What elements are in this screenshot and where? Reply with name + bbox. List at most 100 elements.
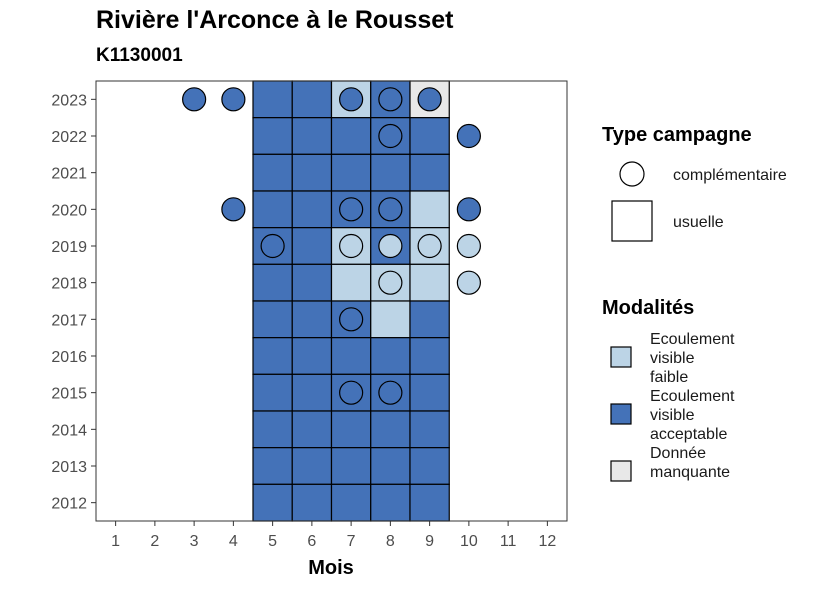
y-tick-label: 2019 <box>51 239 87 256</box>
x-tick-label: 8 <box>386 533 395 550</box>
heatmap-cell <box>409 153 450 192</box>
heatmap-cell <box>291 263 333 302</box>
data-point <box>417 87 442 112</box>
y-tick-label: 2020 <box>51 202 87 219</box>
heatmap-cell <box>370 300 411 339</box>
y-tick-label: 2013 <box>51 459 87 476</box>
data-point <box>182 87 207 112</box>
y-tick-label: 2014 <box>51 422 87 439</box>
data-point <box>378 123 403 149</box>
x-tick-label: 3 <box>190 533 199 550</box>
x-tick-label: 10 <box>460 533 478 550</box>
heatmap-cell <box>291 153 333 192</box>
heatmap-cell <box>252 153 293 192</box>
data-point <box>378 233 403 259</box>
heatmap-cell <box>409 337 450 375</box>
heatmap-cell <box>291 80 333 119</box>
data-point <box>378 197 403 222</box>
heatmap-cell <box>252 190 293 229</box>
points-layer <box>182 87 481 405</box>
heatmap-cell <box>291 190 333 229</box>
heatmap-cell <box>330 153 372 192</box>
x-tick-label: 5 <box>268 533 277 550</box>
y-tick-label: 2016 <box>51 349 87 366</box>
data-point <box>339 380 364 405</box>
heatmap-cell <box>252 483 293 522</box>
y-tick-label: 2023 <box>51 92 87 109</box>
data-point <box>456 233 481 259</box>
heatmap-cell <box>330 337 372 375</box>
legend-label-line: visible <box>650 350 695 367</box>
heatmap-cell <box>252 373 293 412</box>
heatmap-cell <box>252 410 293 449</box>
heatmap-cell <box>370 153 411 192</box>
legend-key-ecoulement_visible_acceptable <box>610 403 632 425</box>
heatmap-cell <box>370 483 411 522</box>
data-point <box>378 87 403 112</box>
data-point <box>417 233 442 259</box>
heatmap-cell <box>291 300 333 339</box>
heatmap-cell <box>291 483 333 522</box>
data-point <box>260 233 285 259</box>
chart-subtitle: K1130001 <box>96 45 183 66</box>
legend-square-symbol <box>611 200 653 242</box>
heatmap-cell <box>252 117 293 155</box>
heatmap-cell <box>291 410 333 449</box>
y-tick-label: 2015 <box>51 386 87 403</box>
x-tick-label: 2 <box>150 533 159 550</box>
heatmap-cell <box>252 447 293 485</box>
data-point <box>221 197 246 222</box>
heatmap-cell <box>370 337 411 375</box>
heatmap-cell <box>370 410 411 449</box>
y-axis: 2012 2013 2014 2015 2016 2017 2018 2019 2020 2021… <box>51 92 96 513</box>
legend-type-campagne-title: Type campagne <box>602 124 752 146</box>
data-point <box>456 197 481 222</box>
x-tick-label: 7 <box>347 533 356 550</box>
heatmap-cell <box>409 300 450 339</box>
legend-key-ecoulement_visible_faible <box>610 346 632 368</box>
heatmap-cell <box>409 410 450 449</box>
x-tick-label: 12 <box>538 533 556 550</box>
legend-label-line: manquante <box>650 464 730 481</box>
legend-circle-symbol <box>619 161 645 187</box>
legend-label-line: Donnée <box>650 445 706 462</box>
heatmap-cell <box>291 117 333 155</box>
heatmap-cell <box>409 117 450 155</box>
x-tick-label: 4 <box>229 533 238 550</box>
legend-usuelle-label: usuelle <box>673 214 724 231</box>
x-tick-label: 11 <box>500 533 517 550</box>
chart-title: Rivière l'Arconce à le Rousset <box>96 6 454 34</box>
data-point <box>339 233 364 259</box>
plot-panel-border <box>95 80 568 522</box>
x-axis: 1 2 3 4 5 6 7 8 9 10 11 12 <box>111 521 556 550</box>
data-point <box>378 380 403 405</box>
data-point <box>378 270 403 295</box>
heatmap-cell <box>291 373 333 412</box>
y-tick-label: 2021 <box>51 166 87 183</box>
heatmap-cell <box>409 447 450 485</box>
y-tick-label: 2018 <box>51 276 87 293</box>
data-point <box>456 123 481 149</box>
y-tick-label: 2022 <box>51 129 87 146</box>
legend-key-donnee_manquante <box>610 460 632 482</box>
y-tick-label: 2012 <box>51 496 87 513</box>
heatmap-cell <box>330 483 372 522</box>
legend-label-line: faible <box>650 369 688 386</box>
heatmap-cell <box>330 117 372 155</box>
x-tick-label: 9 <box>425 533 434 550</box>
x-tick-label: 1 <box>111 533 120 550</box>
data-point <box>456 270 481 295</box>
legend-label-line: Ecoulement <box>650 388 735 405</box>
legend-complementaire-label: complémentaire <box>673 167 787 184</box>
legend-label-line: acceptable <box>650 426 727 443</box>
data-point <box>339 197 364 222</box>
heatmap-cell <box>252 263 293 302</box>
heatmap-cell <box>291 337 333 375</box>
data-point <box>339 87 364 112</box>
cells-layer <box>252 80 450 522</box>
data-point <box>221 87 246 112</box>
heatmap-cell <box>409 190 450 229</box>
heatmap-cell <box>252 80 293 119</box>
heatmap-cell <box>252 337 293 375</box>
